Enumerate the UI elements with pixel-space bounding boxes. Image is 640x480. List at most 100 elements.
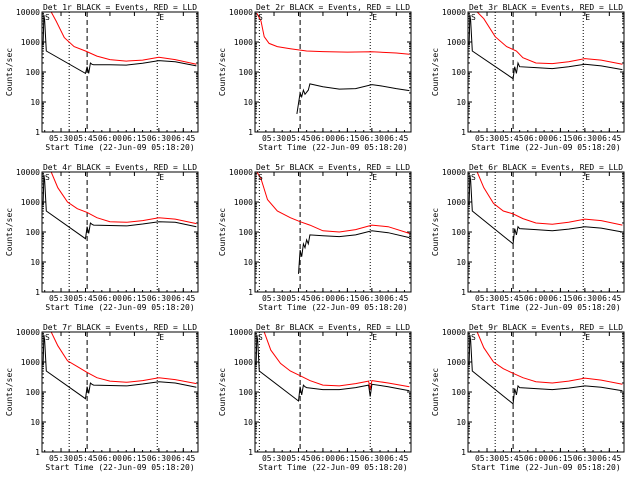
plot-frame <box>41 171 199 293</box>
y-tick-label: 1 <box>461 128 466 137</box>
x-tick-label: 06:45 <box>384 454 408 463</box>
x-tick-label: 05:45 <box>499 134 523 143</box>
chart-title: Det 3r BLACK = Events, RED = LLD <box>469 3 623 12</box>
x-axis-label: Start Time (22-Jun-09 05:18:20) <box>258 303 407 312</box>
x-tick-label: 06:45 <box>171 134 195 143</box>
y-tick-label: 100 <box>239 228 254 237</box>
y-axis-label: Counts/sec <box>431 208 440 256</box>
lld-series-line <box>469 11 623 65</box>
x-tick-label: 06:30 <box>573 134 597 143</box>
y-tick-label: 100 <box>26 388 41 397</box>
x-tick-label: 06:15 <box>548 454 572 463</box>
x-tick-label: 06:45 <box>384 294 408 303</box>
lld-series-line <box>43 11 197 65</box>
end-marker-label: E <box>585 333 590 342</box>
y-tick-label: 100 <box>452 388 467 397</box>
plot-frame <box>467 171 625 293</box>
x-tick-label: 05:30 <box>49 454 73 463</box>
x-axis-label: Start Time (22-Jun-09 05:18:20) <box>258 143 407 152</box>
y-tick-label: 1000 <box>447 198 466 207</box>
y-tick-label: 10 <box>30 258 40 267</box>
events-series-line <box>468 14 623 80</box>
plot-frame <box>467 11 625 133</box>
x-tick-label: 06:45 <box>597 454 621 463</box>
y-tick-label: 100 <box>239 68 254 77</box>
y-tick-label: 10 <box>243 98 253 107</box>
x-tick-label: 06:15 <box>548 294 572 303</box>
x-tick-label: 06:00 <box>311 454 335 463</box>
x-axis-label: Start Time (22-Jun-09 05:18:20) <box>45 303 194 312</box>
chart-title: Det 8r BLACK = Events, RED = LLD <box>256 323 410 332</box>
start-marker-label: S <box>45 333 50 342</box>
y-tick-label: 1 <box>248 288 253 297</box>
x-tick-label: 06:30 <box>147 454 171 463</box>
start-marker-label: S <box>471 173 476 182</box>
events-series-line <box>42 334 197 400</box>
chart-panel-7: Det 7r BLACK = Events, RED = LLD Counts/s… <box>5 323 199 472</box>
lld-series-line <box>469 171 623 226</box>
y-tick-label: 10000 <box>229 168 253 177</box>
y-tick-label: 10 <box>456 418 466 427</box>
y-tick-label: 1 <box>248 448 253 457</box>
y-axis-label: Counts/sec <box>5 368 14 416</box>
x-tick-label: 06:30 <box>360 134 384 143</box>
x-tick-label: 06:45 <box>171 454 195 463</box>
plot-frame <box>254 11 412 133</box>
y-tick-label: 1 <box>35 288 40 297</box>
y-tick-label: 1000 <box>234 358 253 367</box>
x-tick-label: 05:30 <box>475 134 499 143</box>
y-tick-label: 1000 <box>21 198 40 207</box>
x-axis-label: Start Time (22-Jun-09 05:18:20) <box>471 463 620 472</box>
y-axis-label: Counts/sec <box>431 368 440 416</box>
y-tick-label: 10000 <box>442 8 466 17</box>
y-tick-label: 100 <box>452 228 467 237</box>
y-tick-label: 10 <box>30 98 40 107</box>
y-axis-label: Counts/sec <box>218 208 227 256</box>
y-tick-label: 100 <box>452 68 467 77</box>
x-tick-label: 06:30 <box>147 294 171 303</box>
y-tick-label: 1000 <box>21 358 40 367</box>
y-axis-label: Counts/sec <box>218 368 227 416</box>
lld-series-line <box>256 171 410 234</box>
y-tick-label: 10 <box>30 418 40 427</box>
chart-title: Det 7r BLACK = Events, RED = LLD <box>43 323 197 332</box>
x-tick-label: 05:45 <box>286 294 310 303</box>
x-tick-label: 06:00 <box>98 454 122 463</box>
lld-series-line <box>43 331 197 385</box>
y-tick-label: 10000 <box>16 168 40 177</box>
x-tick-label: 06:00 <box>98 294 122 303</box>
y-tick-label: 10000 <box>442 328 466 337</box>
start-marker-label: S <box>45 13 50 22</box>
y-tick-label: 100 <box>26 68 41 77</box>
plot-frame <box>41 11 199 133</box>
x-tick-label: 05:45 <box>499 454 523 463</box>
y-axis-label: Counts/sec <box>5 208 14 256</box>
x-axis-label: Start Time (22-Jun-09 05:18:20) <box>45 463 194 472</box>
chart-title: Det 5r BLACK = Events, RED = LLD <box>256 163 410 172</box>
x-tick-label: 05:30 <box>475 454 499 463</box>
plot-frame <box>254 171 412 293</box>
chart-panel-5: Det 5r BLACK = Events, RED = LLD Counts/s… <box>218 163 412 312</box>
plot-frame <box>254 331 412 453</box>
lld-series-line <box>469 331 623 385</box>
y-tick-label: 1 <box>461 288 466 297</box>
start-marker-label: S <box>471 333 476 342</box>
y-tick-label: 1000 <box>447 358 466 367</box>
x-tick-label: 06:00 <box>524 454 548 463</box>
x-tick-label: 06:15 <box>548 134 572 143</box>
y-tick-label: 1000 <box>234 198 253 207</box>
x-tick-label: 05:45 <box>73 294 97 303</box>
chart-title: Det 1r BLACK = Events, RED = LLD <box>43 3 197 12</box>
y-tick-label: 10000 <box>16 328 40 337</box>
x-axis-label: Start Time (22-Jun-09 05:18:20) <box>471 303 620 312</box>
x-tick-label: 06:45 <box>171 294 195 303</box>
y-axis-label: Counts/sec <box>431 48 440 96</box>
y-tick-label: 1 <box>248 128 253 137</box>
end-marker-label: E <box>159 173 164 182</box>
y-axis-label: Counts/sec <box>218 48 227 96</box>
events-series-line <box>298 230 410 274</box>
x-tick-label: 06:30 <box>573 294 597 303</box>
start-marker-label: S <box>258 13 263 22</box>
